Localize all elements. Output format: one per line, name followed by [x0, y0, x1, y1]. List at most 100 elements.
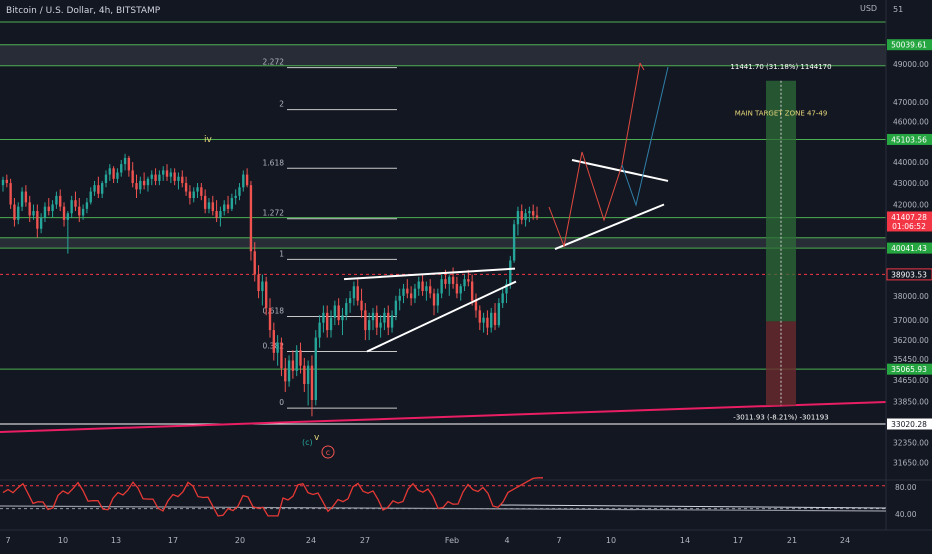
wedge-lower-line[interactable] [366, 280, 517, 353]
candle-body [371, 312, 375, 321]
wave-label-iv: iv [204, 135, 213, 145]
time-tick-label: 21 [787, 536, 797, 545]
candle-body [249, 185, 253, 252]
rsi-tick-label: 80.00 [895, 483, 917, 492]
candle-body [482, 317, 485, 323]
rising-trendline [0, 401, 887, 433]
candle-body [417, 281, 420, 289]
target-box[interactable]: 11441.70 (31.18%) 1144170 -3011.93 (-8.21… [730, 63, 831, 422]
candle-body [470, 281, 474, 301]
price-tick-label: 43000.00 [893, 179, 929, 188]
candle-body [524, 213, 527, 220]
candle-body [146, 178, 150, 186]
price-tick-label: 44000.00 [893, 158, 929, 167]
price-tick-label: 36200.00 [893, 336, 929, 345]
projection-path-blue[interactable] [621, 66, 669, 207]
time-tick-label: 7 [5, 536, 10, 545]
candle-body [421, 281, 424, 292]
candle-body [345, 303, 348, 316]
candle-body [509, 260, 512, 284]
candle-body [142, 180, 146, 186]
candle-body [108, 168, 111, 175]
horizontal-levels [0, 21, 887, 433]
wave-label-paren-c: (c) [302, 438, 313, 447]
candle-body [280, 342, 283, 369]
candle-body [123, 157, 127, 165]
candle-body [276, 342, 279, 353]
projection-path-red[interactable] [548, 62, 641, 248]
candle-body [43, 206, 47, 218]
candle-body [32, 211, 35, 216]
target-stop-zone[interactable] [766, 321, 796, 406]
wedge-upper-line[interactable] [343, 267, 516, 281]
price-tag-box[interactable] [887, 211, 932, 232]
candle-body [516, 211, 520, 225]
candle-body [127, 157, 131, 171]
fib-label: 2 [279, 100, 284, 109]
candle-body [112, 168, 115, 179]
candle-body [131, 170, 134, 184]
triangle-lower-line[interactable] [554, 203, 665, 250]
candle-body [116, 172, 119, 179]
price-tag-box[interactable] [887, 133, 932, 145]
price-tag-label: 33020.28 [891, 420, 927, 429]
candle-body [490, 312, 493, 328]
candle-body [13, 204, 16, 220]
rsi-pane[interactable]: 80.00 40.00 [0, 477, 932, 519]
time-tick-label: Feb [445, 536, 459, 545]
candle-body [375, 312, 378, 328]
candle-body [383, 312, 386, 323]
symbol-title: Bitcoin / U.S. Dollar, 4h, BITSTAMP [6, 6, 161, 16]
fib-label: 1.618 [263, 158, 285, 167]
candle-body [265, 281, 268, 308]
candle-body [257, 274, 260, 292]
fib-label: 1 [279, 249, 284, 258]
candle-body [348, 298, 352, 304]
candle-body [261, 281, 264, 292]
candle-body [97, 185, 100, 194]
price-tag-box[interactable] [887, 363, 932, 375]
candle-body [203, 195, 207, 209]
time-axis[interactable]: 7 10 13 17 20 24 27 Feb 4 7 10 14 17 21 24 [0, 529, 932, 545]
candle-body [310, 365, 314, 401]
candle-body [200, 187, 203, 196]
candle-body [51, 204, 54, 212]
rsi-tick-label: 40.00 [895, 510, 917, 519]
candle-body [413, 288, 417, 299]
price-tick-label: 47000.00 [893, 98, 929, 107]
candle-body [17, 206, 20, 220]
candle-body [398, 295, 401, 301]
time-tick-label: 7 [556, 536, 561, 545]
price-tag-box[interactable] [887, 242, 932, 254]
time-tick-label: 24 [306, 536, 316, 545]
price-tag-box[interactable] [887, 418, 932, 430]
candle-body [463, 279, 466, 287]
price-tag-box[interactable] [886, 268, 932, 281]
time-tick-label: 13 [111, 536, 121, 545]
candle-body [329, 317, 333, 331]
candle-body [234, 195, 237, 199]
wave-label-circled-c: c [326, 448, 330, 457]
candle-body [177, 176, 180, 181]
fib-label: 0 [279, 398, 284, 407]
price-tick-label: 42000.00 [893, 201, 929, 210]
candle-body [436, 293, 440, 306]
candle-body [528, 211, 531, 214]
price-tick-label: 37000.00 [893, 316, 929, 325]
price-tick-label: 33850.00 [893, 397, 929, 406]
price-tag-label: 40041.43 [891, 244, 927, 253]
price-tag-label: 50039.61 [891, 41, 927, 50]
wave-label-circle [321, 445, 335, 459]
price-tag-box[interactable] [887, 39, 932, 51]
candle-body [238, 187, 241, 196]
price-tick-label: 46000.00 [893, 118, 929, 127]
drawings[interactable] [343, 62, 669, 353]
price-tag-countdown: 01:06:52 [892, 222, 926, 231]
candle-body [158, 174, 161, 181]
candle-body [165, 170, 169, 177]
price-axis[interactable]: 31650.00 32350.00 33850.00 34650.00 35450.00… [885, 0, 932, 530]
rsi-line[interactable] [2, 477, 543, 517]
candle-body [478, 310, 481, 323]
